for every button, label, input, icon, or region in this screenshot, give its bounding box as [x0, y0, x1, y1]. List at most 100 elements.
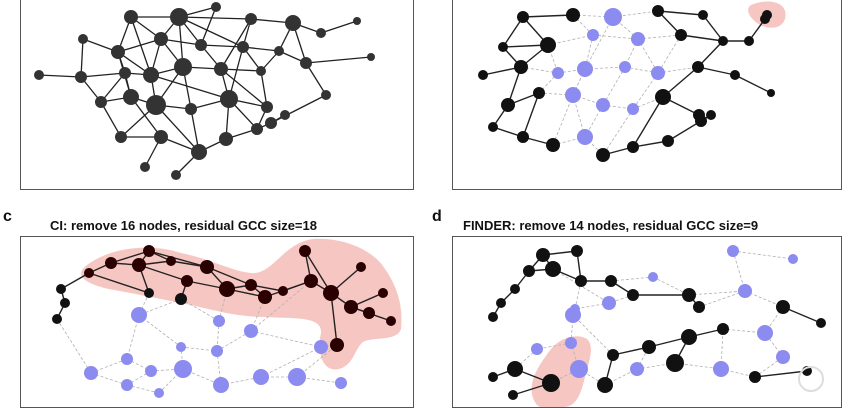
removed-node [213, 315, 225, 327]
network-node [56, 284, 66, 294]
network-node [597, 377, 613, 393]
network-node [488, 372, 498, 382]
network-node [274, 46, 284, 56]
gcc-node [200, 260, 214, 274]
network-node [119, 67, 131, 79]
network-node [517, 131, 529, 143]
removed-edge [652, 276, 690, 296]
network-node [762, 10, 772, 20]
network-node [353, 17, 361, 25]
network-edge [150, 74, 230, 100]
gcc-node [386, 316, 396, 326]
network-a-graph [34, 2, 375, 180]
removed-node [788, 254, 798, 264]
network-node [34, 70, 44, 80]
network-node [488, 312, 498, 322]
panel-b-network [452, 0, 842, 190]
panel-d-finder-network [452, 236, 842, 408]
network-node [652, 5, 664, 17]
network-node [744, 36, 754, 46]
removed-edge [250, 280, 312, 332]
removed-node [211, 345, 223, 357]
network-edge [88, 272, 150, 294]
network-node [191, 144, 207, 160]
gcc-node [344, 300, 358, 314]
removed-edge [732, 250, 746, 292]
network-node [681, 329, 697, 345]
removed-edge [592, 34, 639, 40]
network-node [693, 301, 705, 313]
removed-node [154, 388, 164, 398]
removed-node [314, 340, 328, 354]
network-node [675, 29, 687, 41]
removed-node [596, 98, 610, 112]
removed-edge [688, 290, 746, 296]
network-node [682, 288, 696, 302]
network-node [321, 90, 331, 100]
network-node [171, 170, 181, 180]
network-node [185, 103, 197, 115]
gcc-node [84, 268, 94, 278]
nodes-group [52, 245, 396, 398]
network-node [219, 132, 233, 146]
removed-node [757, 325, 773, 341]
gcc-node [181, 275, 193, 287]
removed-node [565, 337, 577, 349]
removed-edge [602, 66, 626, 106]
removed-edge [296, 344, 338, 378]
removed-edge [56, 318, 92, 374]
network-edge [667, 120, 702, 142]
network-edge [60, 272, 90, 290]
network-node [220, 90, 238, 108]
network-node [508, 390, 518, 400]
network-edge [200, 6, 217, 46]
removed-node [727, 245, 739, 257]
network-edge [138, 264, 188, 282]
gcc-node [105, 257, 117, 269]
removed-node [619, 61, 631, 73]
network-node [546, 138, 560, 152]
watermark-logo [798, 366, 824, 392]
network-node [367, 53, 375, 61]
network-node [265, 117, 277, 129]
network-edge [680, 34, 724, 42]
removed-edge [180, 298, 220, 322]
removed-edge [572, 314, 614, 356]
removed-node [631, 32, 645, 46]
network-node [507, 361, 523, 377]
network-node [501, 98, 515, 112]
network-node [717, 323, 729, 335]
network-node [498, 42, 508, 52]
network-node [523, 265, 535, 277]
network-node [540, 37, 556, 53]
network-edge [320, 20, 358, 34]
network-edge [117, 38, 162, 53]
removed-node [776, 350, 790, 364]
network-edge [38, 74, 82, 78]
removed-node [587, 29, 599, 41]
removed-edge [698, 290, 746, 308]
gcc-node [356, 262, 366, 272]
network-node [517, 11, 529, 23]
removed-edge [260, 346, 322, 378]
network-node [478, 70, 488, 80]
network-node [123, 89, 139, 105]
network-edge [100, 101, 122, 138]
removed-node [335, 377, 347, 389]
gcc-highlight-group [81, 238, 402, 370]
removed-edge [732, 250, 794, 260]
network-node [154, 130, 168, 144]
removed-edge [138, 314, 182, 348]
network-node [316, 28, 326, 38]
removed-node [121, 353, 133, 365]
network-node [488, 122, 498, 132]
removed-edge [552, 94, 574, 146]
network-node [571, 245, 583, 257]
network-node [666, 354, 684, 372]
network-edge [100, 72, 126, 103]
network-node [146, 95, 166, 115]
network-node [95, 96, 107, 108]
removed-node [213, 377, 229, 393]
removed-node [145, 365, 157, 377]
network-edge [260, 70, 268, 108]
